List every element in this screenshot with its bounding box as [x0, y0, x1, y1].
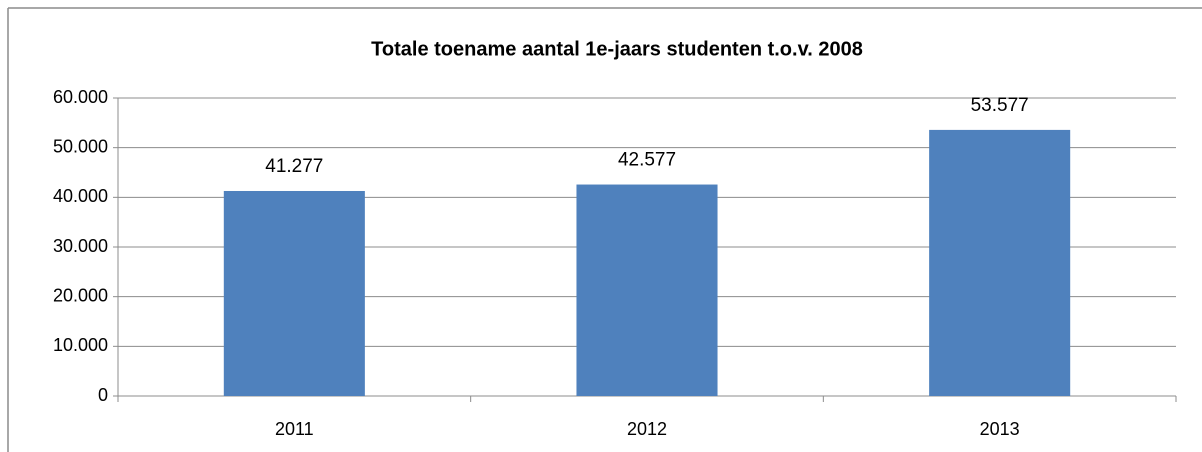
chart-title: Totale toename aantal 1e-jaars studenten… [371, 38, 863, 60]
bar [576, 184, 718, 396]
y-tick-label: 10.000 [53, 335, 108, 355]
bar [223, 190, 365, 396]
x-tick-label: 2012 [627, 419, 667, 439]
y-tick-label: 20.000 [53, 285, 108, 305]
x-tick-label: 2011 [275, 419, 314, 439]
y-tick-label: 0 [98, 385, 108, 405]
y-tick-label: 40.000 [53, 186, 108, 206]
data-label: 41.277 [265, 156, 323, 177]
data-label: 42.577 [618, 150, 676, 171]
data-label: 53.577 [971, 95, 1029, 116]
y-tick-label: 50.000 [53, 136, 108, 156]
x-tick-label: 2013 [980, 419, 1020, 439]
bar [929, 129, 1071, 397]
y-tick-label: 30.000 [53, 236, 108, 256]
y-tick-label: 60.000 [53, 87, 108, 107]
